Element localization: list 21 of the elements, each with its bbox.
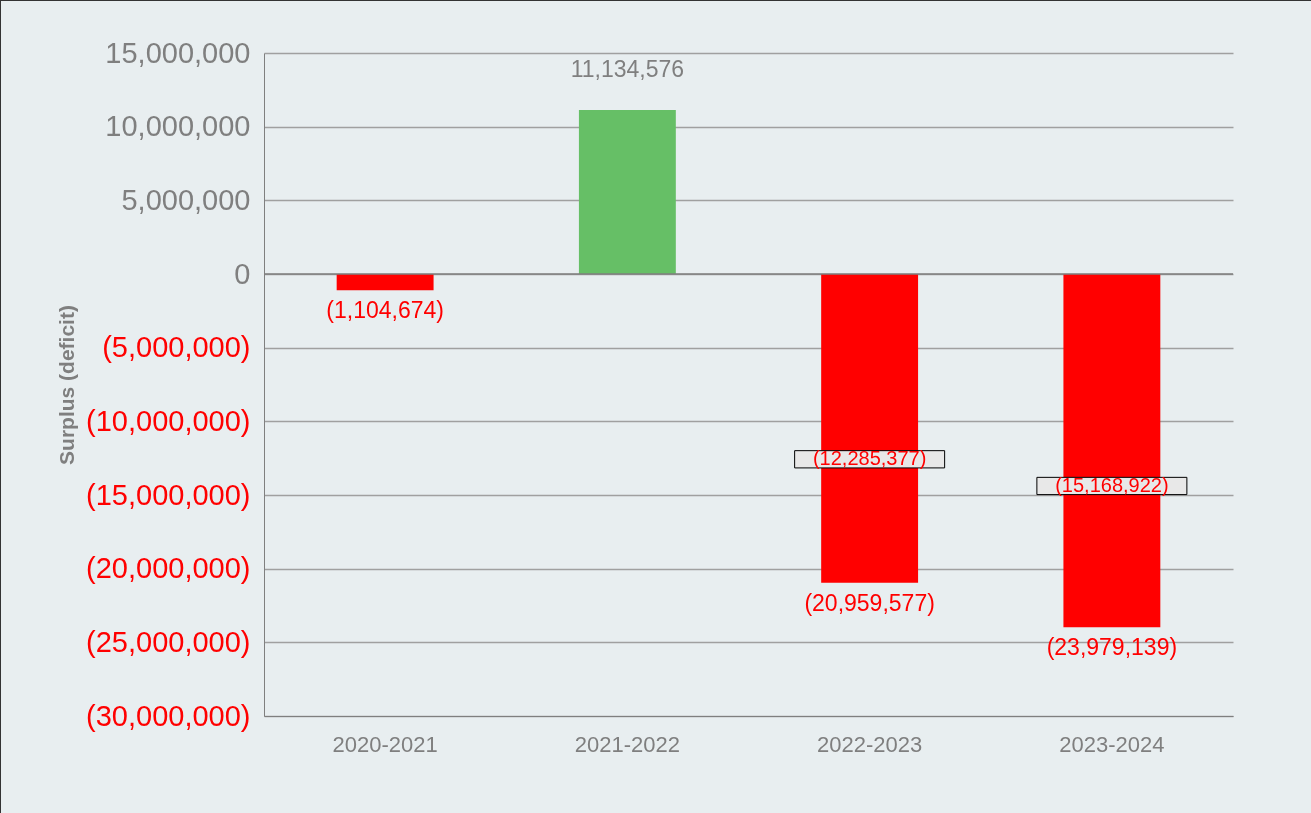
y-tick-label: (20,000,000) (86, 552, 251, 585)
y-tick-label: (25,000,000) (86, 625, 251, 658)
y-tick-label: (30,000,000) (86, 699, 251, 732)
x-tick-label: 2023-2024 (1059, 731, 1165, 757)
y-tick-label: (15,000,000) (86, 478, 251, 511)
x-tick-label: 2021-2022 (574, 731, 680, 757)
y-tick-label: 5,000,000 (121, 183, 251, 216)
y-tick-label: (10,000,000) (86, 404, 251, 437)
y-tick-label: 0 (234, 257, 251, 290)
x-tick-label: 2022-2023 (817, 731, 923, 757)
y-tick-label: (5,000,000) (102, 331, 251, 364)
x-tick-label: 2020-2021 (332, 731, 438, 757)
data-label: 11,134,576 (570, 55, 685, 82)
annotation: (12,285,377) (812, 447, 927, 470)
data-label: (20,959,577) (804, 589, 935, 616)
data-label: (23,979,139) (1046, 634, 1178, 661)
y-axis-title: Surplus (deficit) (55, 305, 79, 465)
data-label: (1,104,674) (326, 297, 444, 324)
y-tick-label: 15,000,000 (105, 36, 251, 69)
annotation: (15,168,922) (1055, 473, 1169, 496)
y-tick-label: 10,000,000 (105, 110, 251, 143)
